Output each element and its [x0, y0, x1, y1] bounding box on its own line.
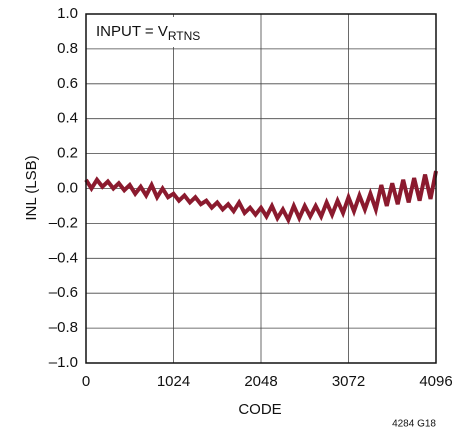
- y-tick-label: 0.0: [57, 179, 78, 196]
- y-axis-label: INL (LSB): [23, 155, 40, 220]
- x-axis-label: CODE: [238, 401, 281, 418]
- annotation: INPUT = VRTNS: [96, 23, 200, 43]
- y-tick-label: 0.2: [57, 145, 78, 162]
- y-tick-label: –0.8: [49, 319, 78, 336]
- data-line: [84, 170, 438, 225]
- footnote: 4284 G18: [392, 419, 436, 430]
- y-tick-label: –0.2: [49, 214, 78, 231]
- x-tick-label: 1024: [157, 373, 190, 390]
- y-tick-label: –1.0: [49, 354, 78, 371]
- annotation-background: [88, 17, 216, 47]
- annotation-text: INPUT = V: [96, 23, 168, 40]
- x-tick-label: 4096: [419, 373, 452, 390]
- x-tick-label: 3072: [332, 373, 365, 390]
- y-tick-label: 0.4: [57, 110, 78, 127]
- y-tick-label: 1.0: [57, 5, 78, 22]
- y-tick-label: 0.6: [57, 75, 78, 92]
- x-tick-label: 2048: [244, 373, 277, 390]
- y-tick-label: 0.8: [57, 40, 78, 57]
- y-tick-label: –0.4: [49, 249, 78, 266]
- plot-frame: [85, 13, 437, 364]
- y-tick-label: –0.6: [49, 284, 78, 301]
- annotation-subscript: RTNS: [168, 29, 200, 43]
- x-tick-label: 0: [82, 373, 90, 390]
